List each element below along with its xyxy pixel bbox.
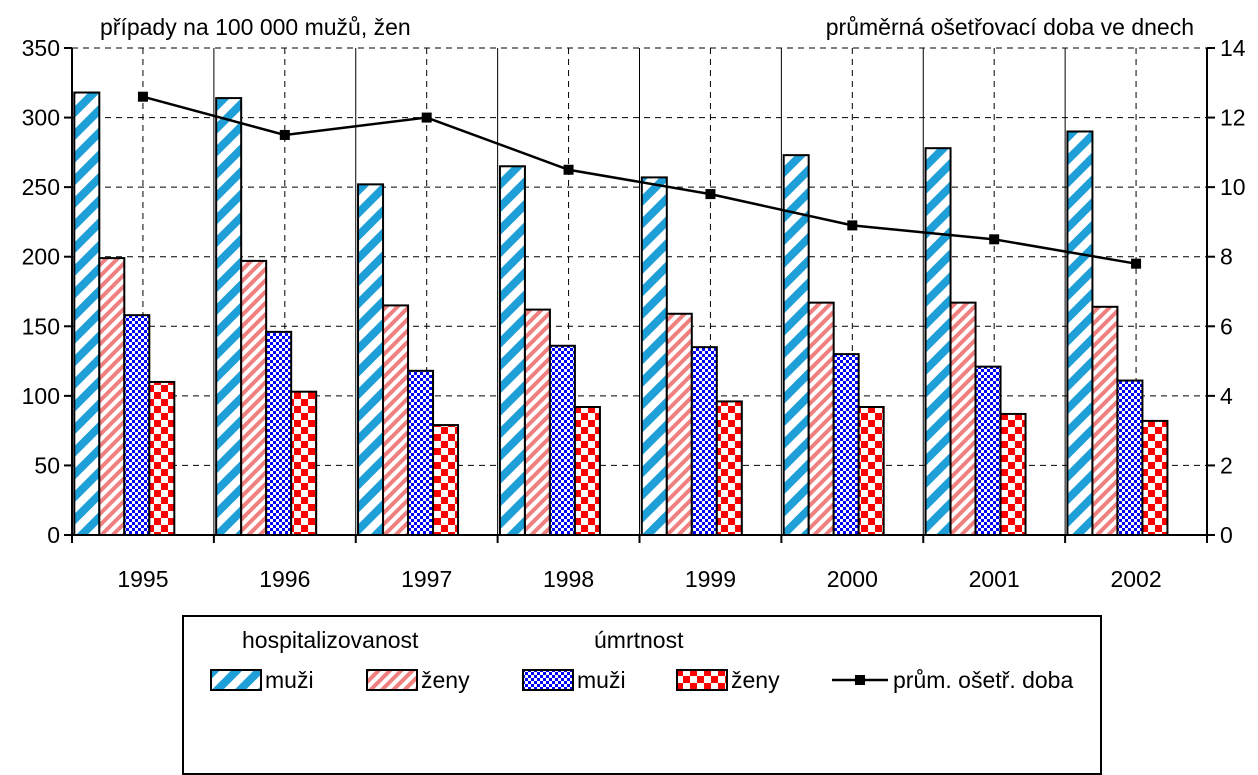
- line-marker-2000: [847, 220, 858, 231]
- x-tick-label-2000: 2000: [827, 566, 878, 592]
- line-marker-1997: [421, 112, 432, 123]
- x-tick-label-1995: 1995: [117, 566, 168, 592]
- x-tick-label-2002: 2002: [1110, 566, 1161, 592]
- legend-label: prům. ošetř. doba: [893, 666, 1074, 693]
- line-marker-1996: [279, 129, 290, 140]
- legend-swatch-checker-red: [676, 669, 728, 691]
- legend-group-umrtnost: úmrtnost: [594, 627, 684, 653]
- bar-checker-red-2002: [1141, 419, 1169, 537]
- bar-checker-blue-2000: [832, 353, 860, 536]
- bar-checker-red-2000: [857, 405, 885, 537]
- bar-diagonal-pink-1997: [382, 304, 410, 536]
- legend-item-hosp-zeny: ženy: [366, 665, 470, 695]
- bar-diagonal-pink-2000: [807, 301, 835, 537]
- y-left-tick-label: 200: [22, 244, 60, 270]
- bar-diagonal-pink-2002: [1091, 305, 1119, 537]
- y-right-tick-label: 10: [1220, 174, 1246, 200]
- line-marker-2002: [1131, 258, 1142, 269]
- bar-checker-blue-1998: [548, 344, 576, 536]
- bar-diagonal-blue-1997: [357, 183, 385, 537]
- y-left-tick-label: 250: [22, 174, 60, 200]
- y-left-tick-label: 50: [34, 452, 60, 478]
- legend-label: muži: [265, 666, 314, 693]
- left-axis-title: případy na 100 000 mužů, žen: [100, 14, 411, 40]
- bar-checker-red-1997: [432, 424, 460, 537]
- x-tick-label-1998: 1998: [543, 566, 594, 592]
- y-left-tick-label: 150: [22, 313, 60, 339]
- line-marker-1999: [705, 189, 716, 200]
- bar-checker-blue-1997: [407, 369, 435, 536]
- bar-checker-blue-2001: [974, 365, 1002, 536]
- bar-diagonal-blue-1999: [640, 176, 668, 536]
- bar-checker-blue-1999: [690, 346, 718, 536]
- right-axis-title: průměrná ošetřovací doba ve dnech: [825, 14, 1194, 40]
- bar-diagonal-pink-1998: [523, 308, 551, 536]
- legend-label: ženy: [731, 666, 780, 693]
- legend-swatch-diagonal-blue: [210, 669, 262, 691]
- bar-diagonal-pink-1999: [665, 312, 693, 536]
- bar-checker-red-2001: [999, 412, 1027, 536]
- bar-checker-red-1996: [290, 390, 318, 536]
- bar-diagonal-pink-1995: [98, 257, 126, 536]
- bar-checker-blue-1996: [265, 330, 293, 537]
- bar-diagonal-pink-2001: [949, 301, 977, 537]
- line-marker-1995: [137, 91, 148, 102]
- bar-diagonal-blue-1998: [498, 165, 526, 536]
- y-right-tick-label: 12: [1220, 105, 1246, 131]
- bar-checker-blue-2002: [1116, 379, 1144, 536]
- bar-checker-red-1999: [715, 400, 743, 536]
- y-left-tick-label: 300: [22, 105, 60, 131]
- legend-group-hospitalizovanost: hospitalizovanost: [242, 627, 419, 653]
- y-right-tick-label: 6: [1220, 313, 1233, 339]
- y-right-tick-label: 14: [1220, 35, 1246, 61]
- legend-item-umrt-zeny: ženy: [676, 665, 780, 695]
- y-right-tick-label: 0: [1220, 522, 1233, 548]
- legend-item-umrt-muzi: muži: [522, 665, 626, 695]
- line-marker-2001: [989, 234, 1000, 245]
- chart: 0 50 100 150 200 250 300 350 0 2 4 6 8 10 12 14 1995 1996…: [22, 35, 1246, 592]
- bar-diagonal-blue-1995: [73, 91, 101, 536]
- y-right-tick-label: 2: [1220, 452, 1233, 478]
- legend: hospitalizovanost úmrtnost muži ženy muž…: [182, 615, 1102, 775]
- bar-diagonal-blue-2001: [924, 147, 952, 536]
- bar-diagonal-blue-1996: [215, 97, 243, 536]
- line-marker-1998: [563, 164, 574, 175]
- y-left-tick-label: 0: [47, 522, 60, 548]
- bar-diagonal-blue-2002: [1066, 130, 1094, 536]
- legend-swatch-diagonal-pink: [366, 669, 418, 691]
- bar-checker-blue-1995: [123, 314, 151, 537]
- y-right-tick-label: 4: [1220, 383, 1233, 409]
- bar-checker-red-1995: [148, 380, 176, 537]
- x-tick-label-1996: 1996: [259, 566, 310, 592]
- x-tick-label-2001: 2001: [969, 566, 1020, 592]
- legend-label: muži: [577, 666, 626, 693]
- legend-item-line: prům. ošetř. doba: [830, 665, 1073, 695]
- line-prum-osetr-doba: [142, 95, 1137, 265]
- x-tick-label-1997: 1997: [401, 566, 452, 592]
- legend-label: ženy: [421, 666, 470, 693]
- y-left-tick-label: 350: [22, 35, 60, 61]
- y-right-tick-label: 8: [1220, 244, 1233, 270]
- legend-swatch-checker-blue: [522, 669, 574, 691]
- legend-item-hosp-muzi: muži: [210, 665, 314, 695]
- y-left-tick-label: 100: [22, 383, 60, 409]
- legend-swatch-line: [832, 675, 888, 685]
- x-tick-label-1999: 1999: [685, 566, 736, 592]
- bar-checker-red-1998: [573, 405, 601, 537]
- bar-diagonal-pink-1996: [240, 259, 268, 536]
